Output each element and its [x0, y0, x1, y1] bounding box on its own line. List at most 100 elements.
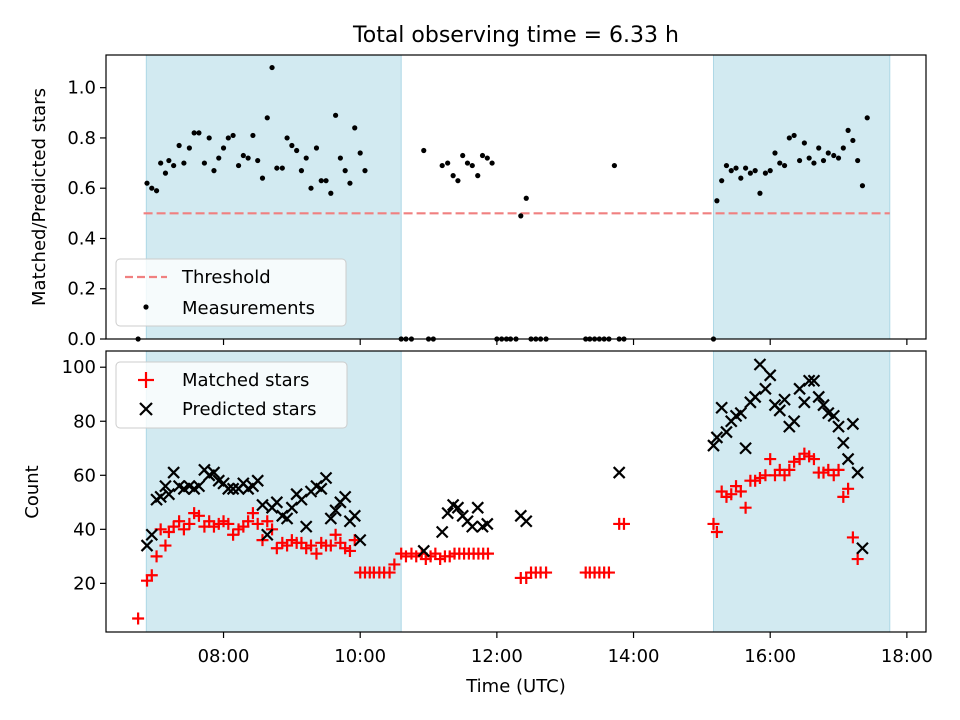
- matched-star-point: [329, 528, 342, 541]
- matched-star-point: [242, 515, 255, 528]
- measurement-point: [352, 125, 358, 131]
- measurement-point: [611, 162, 618, 169]
- measurement-point: [796, 157, 803, 164]
- measurement-point: [460, 152, 466, 159]
- predicted-star-point: [827, 409, 841, 423]
- measurement-point: [153, 188, 160, 194]
- measurement-point: [757, 190, 763, 196]
- matched-star-point: [710, 526, 723, 539]
- predicted-star-point: [159, 479, 172, 493]
- measurement-point: [274, 165, 280, 171]
- predicted-star-point: [807, 374, 821, 387]
- predicted-star-point: [841, 452, 855, 466]
- measurement-point: [733, 165, 739, 171]
- bottom-y-axis: 20 40 60 80 100: [62, 357, 106, 594]
- predicted-star-point: [314, 482, 328, 496]
- measurement-point: [752, 168, 758, 174]
- x-tick-label: 08:00: [198, 646, 250, 667]
- measurement-point: [489, 160, 495, 166]
- matched-star-point: [734, 485, 747, 498]
- matched-star-point: [739, 501, 752, 514]
- matched-star-point: [222, 517, 235, 530]
- predicted-star-point: [417, 544, 431, 558]
- matched-star-point: [177, 523, 190, 536]
- predicted-star-point: [162, 487, 176, 501]
- measurement-point: [455, 178, 461, 184]
- measurement-point: [723, 162, 730, 169]
- predicted-star-point: [481, 517, 494, 531]
- y-tick-label: 80: [73, 411, 96, 432]
- measurement-point: [279, 165, 285, 171]
- measurement-point: [450, 173, 456, 179]
- predicted-star-point: [778, 393, 791, 406]
- measurement-point: [439, 162, 445, 169]
- measurement-point: [149, 185, 155, 191]
- measurement-point: [144, 180, 150, 186]
- measurement-point: [201, 160, 207, 166]
- matched-star-point: [837, 490, 850, 503]
- measurement-point: [191, 130, 197, 136]
- measurement-point: [333, 112, 339, 118]
- matched-star-point: [251, 517, 264, 530]
- measurement-point: [171, 162, 177, 169]
- matched-star-point: [324, 539, 337, 552]
- bottom-legend: Matched stars Predicted stars: [115, 361, 348, 429]
- measurement-point: [825, 150, 831, 156]
- figure-title: Total observing time = 6.33 h: [352, 23, 679, 48]
- matched-star-point: [783, 463, 796, 476]
- predicted-star-point: [256, 498, 269, 512]
- x-tick-label: 12:00: [471, 646, 523, 667]
- predicted-star-point: [441, 506, 454, 520]
- measurement-point: [176, 142, 182, 149]
- measurement-point: [421, 147, 427, 154]
- matched-star-point: [399, 550, 412, 563]
- matched-star-point: [602, 566, 615, 579]
- shaded-interval: [712, 54, 891, 340]
- x-tick-label: 16:00: [744, 646, 796, 667]
- matched-star-point: [832, 463, 845, 476]
- predicted-star-point: [471, 501, 485, 514]
- predicted-star-point: [753, 358, 767, 371]
- measurement-point: [859, 183, 866, 189]
- y-tick-label: 0.8: [67, 128, 96, 149]
- measurement-point: [298, 168, 305, 174]
- measurement-point: [269, 64, 275, 71]
- predicted-star-point: [612, 466, 626, 479]
- y-tick-label: 60: [73, 465, 96, 486]
- measurement-point: [166, 157, 172, 164]
- bottom-x-axis: 08:00 10:00 12:00 14:00 16:00 18:00: [198, 632, 933, 667]
- measurements-legend-swatch: [143, 304, 149, 310]
- predicted-star-point: [773, 404, 787, 417]
- predicted-star-point: [251, 474, 264, 487]
- matched-star-point: [150, 550, 163, 563]
- predicted-star-point: [734, 406, 748, 420]
- matched-star-point: [822, 463, 835, 476]
- top-legend: Threshold Measurements: [115, 258, 347, 327]
- predicted-star-point: [763, 369, 777, 382]
- predicted-star-point: [222, 482, 235, 496]
- measurement-point: [303, 155, 309, 161]
- measurement-point: [313, 145, 320, 151]
- measurement-point: [801, 140, 807, 146]
- measurement-point: [777, 160, 783, 166]
- measurements-legend-label: Measurements: [182, 298, 315, 319]
- matched-star-point: [261, 515, 274, 528]
- measurement-point: [831, 152, 837, 159]
- matched-star-point: [383, 566, 396, 579]
- predicted-star-point: [465, 520, 479, 533]
- predicted-legend-label: Predicted stars: [182, 399, 316, 420]
- measurement-point: [362, 168, 368, 174]
- measurement-point: [762, 170, 769, 176]
- measurement-point: [337, 155, 343, 161]
- measurement-point: [523, 195, 529, 201]
- measurement-point: [308, 185, 314, 191]
- measurement-point: [158, 160, 164, 166]
- predicted-star-point: [338, 490, 352, 504]
- predicted-star-point: [260, 528, 274, 542]
- bottom-plot-frame: [105, 350, 927, 633]
- measurement-point: [181, 160, 187, 166]
- predicted-star-point: [817, 398, 830, 412]
- y-tick-label: 100: [62, 357, 96, 378]
- measurement-point: [250, 132, 256, 139]
- measurement-point: [323, 178, 329, 184]
